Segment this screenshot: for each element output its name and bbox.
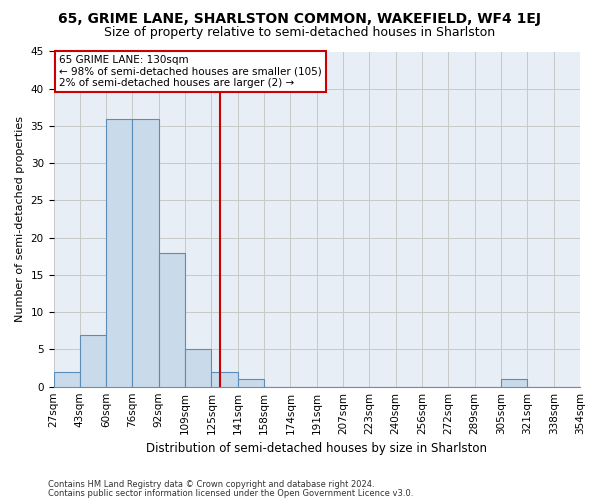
Bar: [106, 118, 133, 386]
Text: Contains public sector information licensed under the Open Government Licence v3: Contains public sector information licen…: [48, 488, 413, 498]
Bar: [53, 372, 80, 386]
Bar: [80, 334, 106, 386]
Bar: [185, 350, 211, 387]
Text: Contains HM Land Registry data © Crown copyright and database right 2024.: Contains HM Land Registry data © Crown c…: [48, 480, 374, 489]
Bar: [159, 252, 185, 386]
X-axis label: Distribution of semi-detached houses by size in Sharlston: Distribution of semi-detached houses by …: [146, 442, 487, 455]
Bar: [501, 379, 527, 386]
Y-axis label: Number of semi-detached properties: Number of semi-detached properties: [15, 116, 25, 322]
Text: Size of property relative to semi-detached houses in Sharlston: Size of property relative to semi-detach…: [104, 26, 496, 39]
Text: 65 GRIME LANE: 130sqm
← 98% of semi-detached houses are smaller (105)
2% of semi: 65 GRIME LANE: 130sqm ← 98% of semi-deta…: [59, 55, 322, 88]
Bar: [211, 372, 238, 386]
Bar: [238, 379, 264, 386]
Text: 65, GRIME LANE, SHARLSTON COMMON, WAKEFIELD, WF4 1EJ: 65, GRIME LANE, SHARLSTON COMMON, WAKEFI…: [59, 12, 542, 26]
Bar: [133, 118, 159, 386]
